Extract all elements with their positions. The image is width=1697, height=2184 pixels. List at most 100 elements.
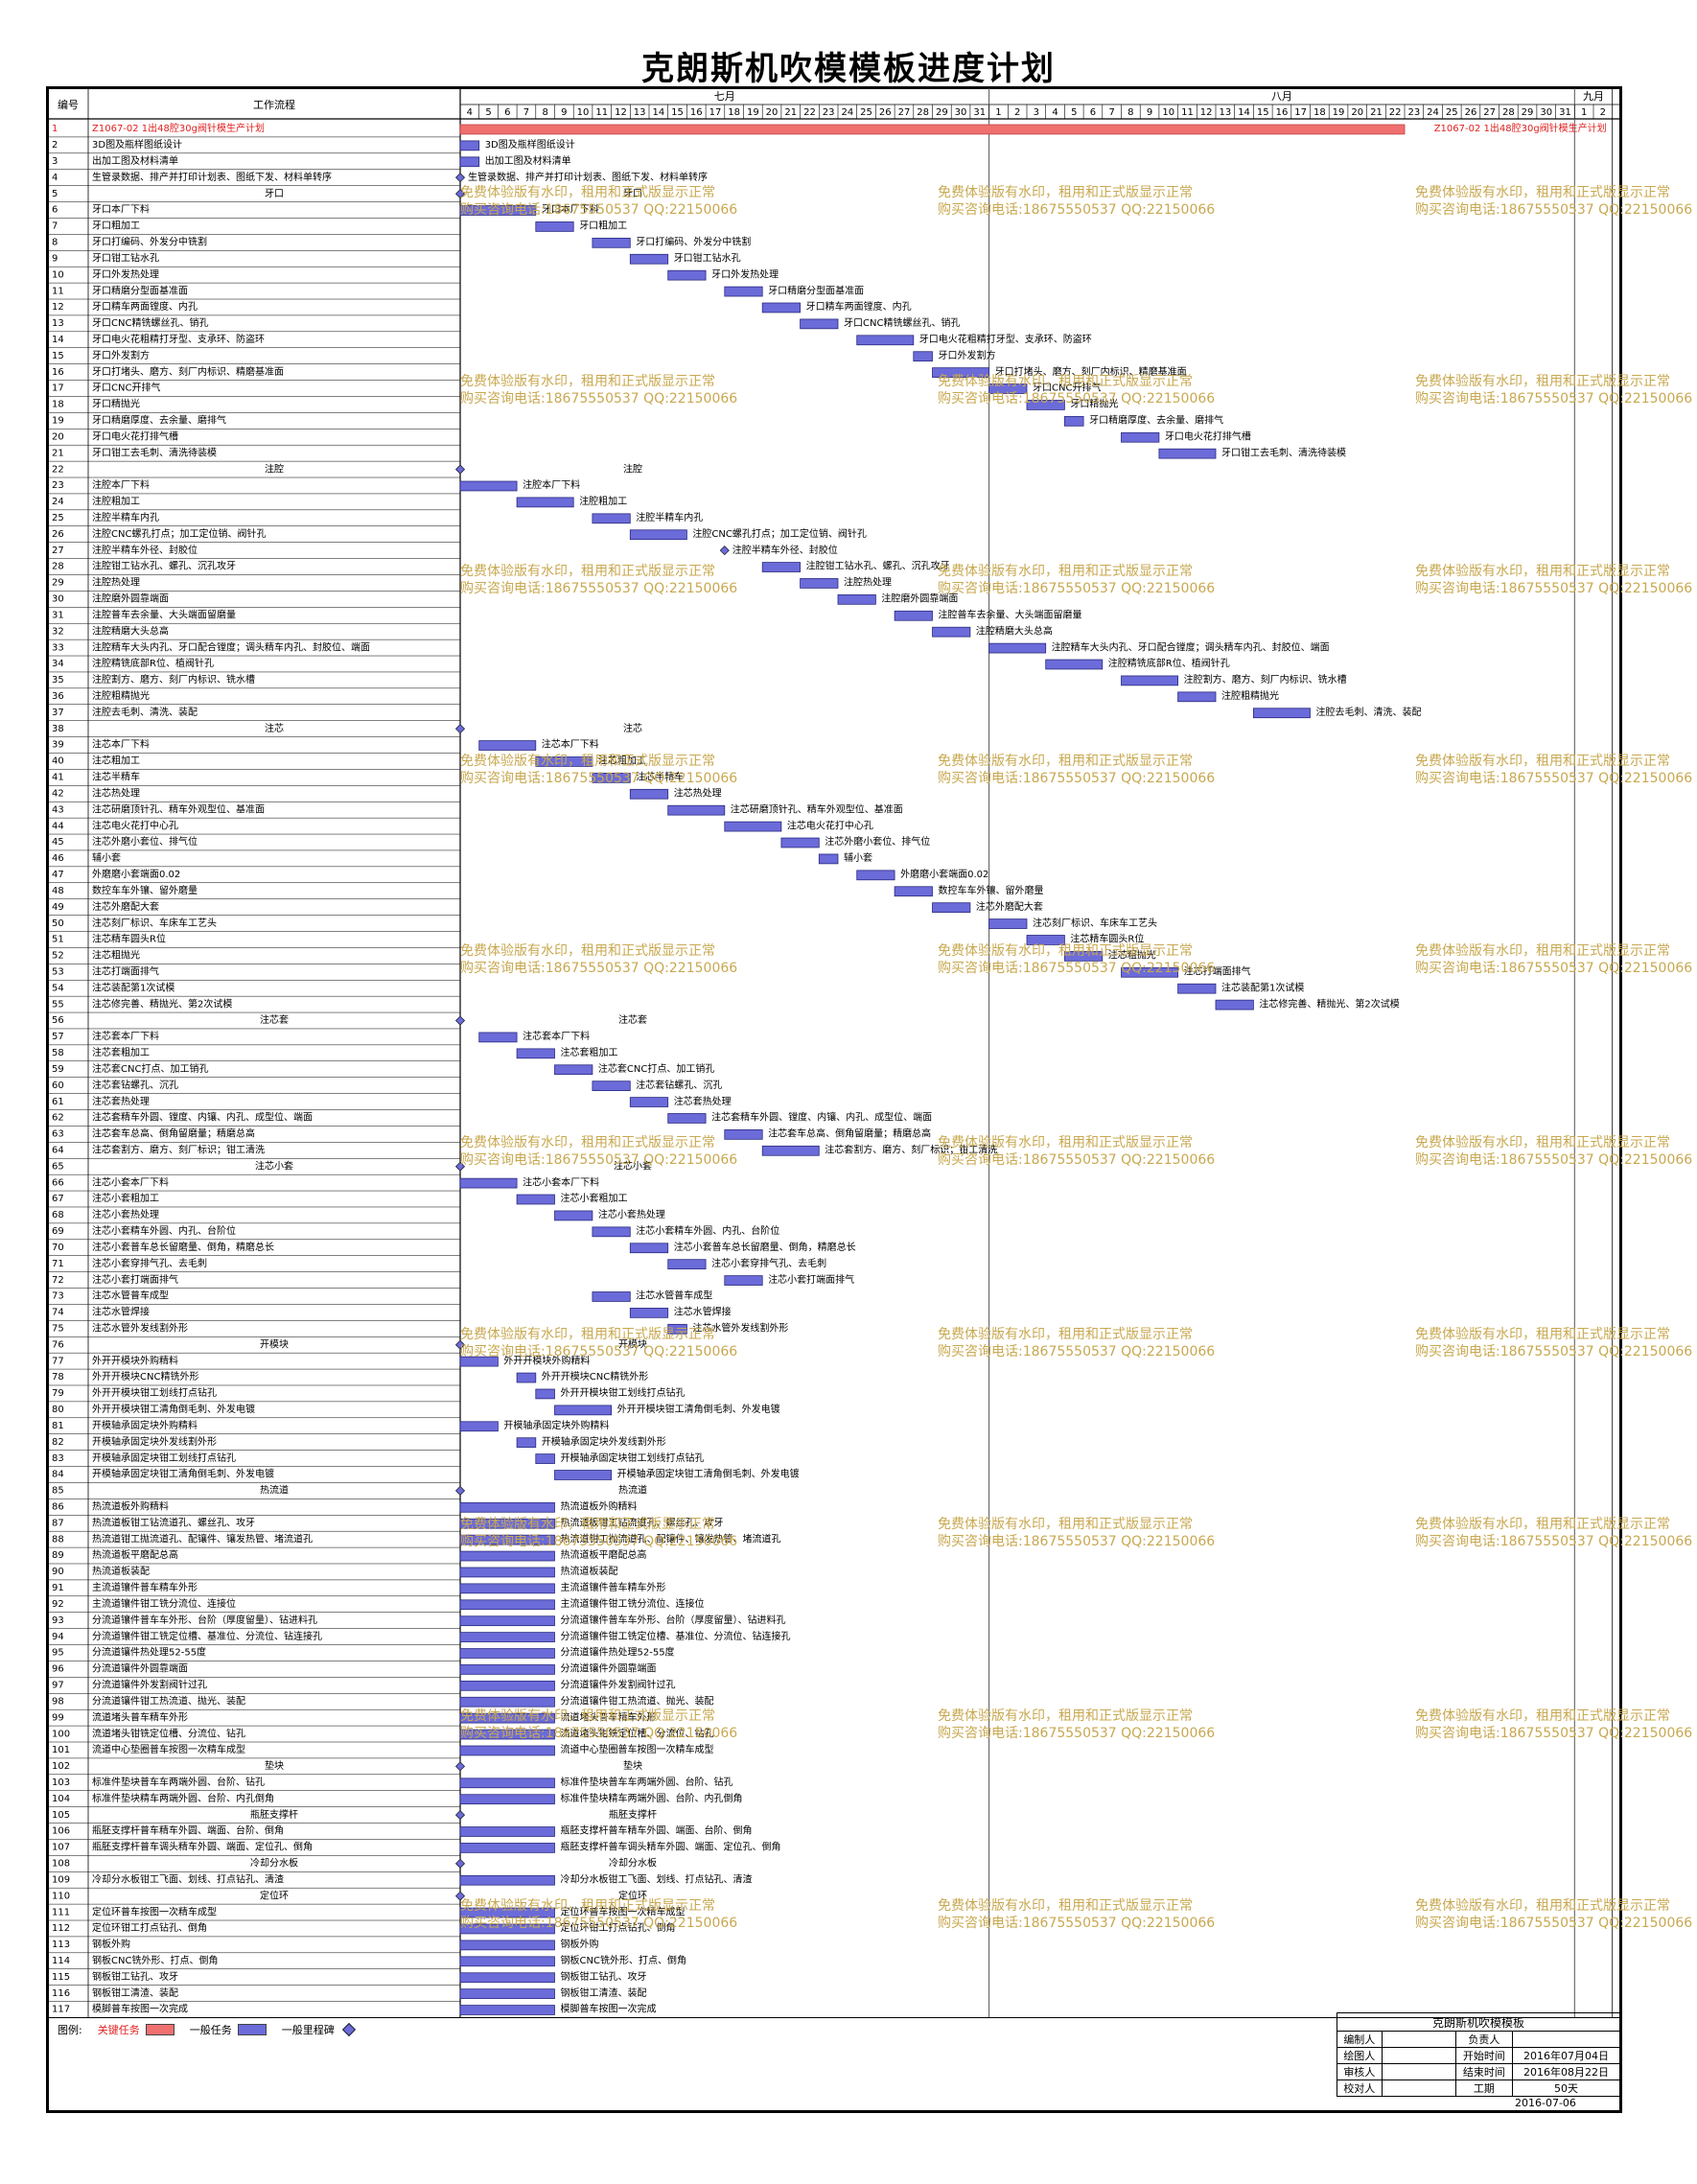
task-bar	[1121, 966, 1178, 978]
critical-bar	[459, 124, 1406, 135]
gantt-bar-label: 注芯	[623, 722, 642, 734]
row-id: 46	[52, 853, 64, 864]
row-id: 101	[52, 1745, 70, 1755]
day-label: 3	[1034, 107, 1039, 118]
watermark-text: 购买咨询电话:18675550537 QQ:22150066	[1415, 581, 1692, 596]
gantt-bar-label: 瓶胚支撑杆普车调头精车外圆、端面、定位孔、倒角	[561, 1841, 781, 1853]
row-task-name: 注腔磨外圆靠端面	[92, 592, 169, 605]
gantt-bar-label: 注芯本厂下料	[542, 738, 599, 751]
gantt-bar-label: 牙口精车两面镗度、内孔	[806, 300, 912, 313]
row-task-name: 钢板钳工清渣、装配	[92, 1987, 178, 1999]
watermark-text: 购买咨询电话:18675550537 QQ:22150066	[938, 1916, 1215, 1931]
day-label: 24	[841, 107, 853, 118]
watermark-text: 购买咨询电话:18675550537 QQ:22150066	[938, 771, 1215, 786]
gantt-bar-label: 牙口外发割方	[939, 349, 996, 361]
row-task-name: 注腔粗精抛光	[92, 689, 150, 702]
row-id: 92	[52, 1599, 64, 1610]
row-task-name: 注芯水管普车成型	[92, 1289, 169, 1302]
watermark-text: 购买咨询电话:18675550537 QQ:22150066	[460, 1534, 737, 1549]
watermark-text: 免费体验版有水印，租用和正式版显示正常	[460, 1135, 715, 1150]
task-bar	[516, 1437, 537, 1449]
task-bar	[459, 1550, 555, 1562]
gantt-bar-label: 注腔钳工钻水孔、螺孔、沉孔攻牙	[806, 560, 950, 572]
day-label: 19	[1333, 107, 1345, 118]
gantt-bar-label: 注芯套热处理	[674, 1095, 732, 1107]
row-id: 20	[52, 431, 64, 442]
row-task-name: 流道中心垫圈普车按图一次精车成型	[92, 1743, 245, 1755]
row-id: 6	[52, 205, 58, 216]
row-id: 69	[52, 1226, 64, 1237]
row-task-name: 注芯本厂下料	[92, 738, 150, 751]
row-task-name: 注腔普车去余量、大头端面留磨量	[92, 608, 236, 620]
row-task-summary: 注芯	[265, 722, 284, 734]
watermark-text: 免费体验版有水印，租用和正式版显示正常	[1415, 1708, 1670, 1724]
gantt-bar-label: 注芯套粗加工	[561, 1046, 618, 1058]
gantt-bar-label: 注芯半精车	[636, 771, 684, 783]
col-header-id: 编号	[58, 98, 79, 111]
milestone-diamond	[454, 464, 466, 475]
gantt-bar-label: 注芯水管外发线割外形	[692, 1322, 788, 1335]
legend-milestone-icon	[341, 2022, 356, 2037]
row-task-summary: 注芯小套	[255, 1159, 293, 1172]
day-label: 16	[690, 107, 703, 118]
signoff-cell	[1381, 2063, 1456, 2080]
watermark-text: 免费体验版有水印，租用和正式版显示正常	[1415, 1898, 1670, 1914]
task-bar	[761, 302, 802, 314]
signoff-cell: 50天	[1512, 2079, 1620, 2097]
day-label: 15	[1257, 107, 1269, 118]
signoff-cell	[1381, 2047, 1456, 2064]
task-bar	[554, 1064, 593, 1076]
task-bar	[516, 1048, 555, 1059]
row-id: 49	[52, 902, 64, 913]
gantt-bar-label: 注芯小套精车外圆、内孔、台阶位	[636, 1224, 779, 1237]
day-label: 27	[1483, 107, 1496, 118]
row-id: 103	[52, 1777, 70, 1788]
row-id: 21	[52, 448, 64, 458]
task-bar	[856, 870, 895, 881]
row-task-name: 牙口钳工去毛刺、清洗待装模	[92, 446, 217, 458]
task-bar	[478, 1032, 518, 1043]
task-bar	[459, 1664, 555, 1675]
task-bar	[1064, 951, 1104, 962]
row-task-name: 外开开模块钳工划线打点钻孔	[92, 1386, 217, 1399]
row-task-name: 生管录数据、排产并打印计划表、图纸下发、材料单转序	[92, 171, 332, 183]
task-bar	[459, 1421, 499, 1432]
row-id: 71	[52, 1259, 64, 1269]
gantt-bar-label: 定位环钳工打点钻孔、倒角	[561, 1921, 676, 1934]
gantt-bar-label: 热流道板平磨配总高	[561, 1548, 647, 1561]
day-label: 5	[485, 107, 491, 118]
task-bar	[800, 578, 839, 589]
critical-bar-label: Z1067-02 1出48腔30g阀针模生产计划	[1434, 122, 1607, 134]
day-label: 6	[1090, 107, 1096, 118]
watermark-text: 购买咨询电话:18675550537 QQ:22150066	[460, 1152, 737, 1168]
row-id: 31	[52, 610, 64, 620]
day-label: 5	[1071, 107, 1077, 118]
milestone-diamond	[454, 1891, 466, 1901]
row-id: 30	[52, 594, 64, 605]
row-task-name: 注腔去毛刺、清洗、装配	[92, 706, 198, 718]
row-id: 81	[52, 1421, 64, 1431]
row-id: 25	[52, 513, 64, 523]
month-label: 九月	[1583, 90, 1604, 103]
row-task-name: 牙口打编码、外发分中铣割	[92, 236, 207, 248]
task-bar	[459, 1696, 555, 1708]
signoff-cell	[1381, 2079, 1456, 2097]
row-id: 107	[52, 1843, 70, 1853]
task-bar	[459, 1745, 555, 1756]
task-bar	[459, 140, 480, 151]
gantt-bar-label: 注腔割方、磨方、刻厂内标识、铣水槽	[1184, 673, 1347, 685]
row-id: 32	[52, 626, 64, 637]
gantt-bar-label: 热流道	[618, 1484, 647, 1497]
day-label: 9	[1147, 107, 1152, 118]
day-label: 30	[1540, 107, 1552, 118]
row-task-summary: 开模块	[260, 1338, 289, 1350]
row-id: 60	[52, 1080, 64, 1091]
gantt-bar-label: 注芯水管焊接	[674, 1306, 732, 1318]
gantt-bar-label: 牙口CNC精铣螺丝孔、销孔	[844, 316, 960, 329]
row-task-name: 注芯小套打端面排气	[92, 1273, 178, 1286]
row-task-summary: 冷却分水板	[250, 1857, 298, 1870]
milestone-diamond	[454, 1858, 466, 1869]
gantt-bar-label: 注腔粗精抛光	[1221, 689, 1279, 702]
gantt-bar-label: 外磨磨小套端面0.02	[900, 868, 988, 880]
task-bar	[459, 205, 537, 216]
